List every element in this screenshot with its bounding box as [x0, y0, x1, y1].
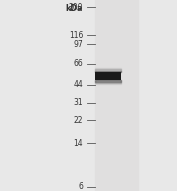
- Text: 44: 44: [73, 80, 83, 89]
- Text: 66: 66: [73, 59, 83, 68]
- Text: kDa: kDa: [66, 4, 83, 13]
- Text: 116: 116: [69, 31, 83, 40]
- Text: 31: 31: [74, 98, 83, 107]
- Text: 6: 6: [78, 182, 83, 191]
- Text: 97: 97: [73, 40, 83, 49]
- Text: 14: 14: [74, 139, 83, 148]
- Bar: [95, 0, 138, 191]
- Bar: [95, 72, 121, 80]
- Text: 22: 22: [74, 116, 83, 125]
- Text: 200: 200: [69, 3, 83, 12]
